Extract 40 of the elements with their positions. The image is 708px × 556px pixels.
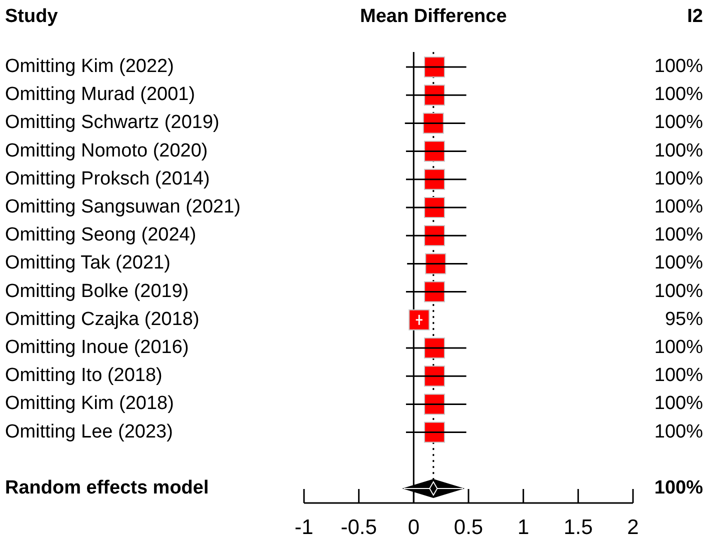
x-axis-title: Mean Difference — [360, 6, 507, 28]
text: 100% — [654, 196, 704, 218]
text: 100% — [654, 280, 704, 302]
text: 100% — [654, 421, 704, 442]
x-tick-label: 2 — [627, 516, 639, 539]
y-tick-label: Omitting Lee (2023) — [5, 421, 173, 442]
y-axis-title: Study — [5, 6, 58, 28]
y-tick-label: Omitting Seong (2024) — [5, 224, 196, 246]
y-tick-label: Omitting Bolke (2019) — [5, 280, 189, 302]
text: 100% — [654, 337, 704, 358]
x-tick-label: 1 — [517, 516, 530, 539]
text: 95% — [664, 308, 704, 330]
text: 100% — [654, 252, 704, 274]
y-tick-label: Omitting Kim (2022) — [5, 56, 174, 78]
text: 100% — [654, 393, 704, 414]
y-tick-label: Omitting Nomoto (2020) — [5, 140, 208, 162]
y-tick-label: Omitting Murad (2001) — [5, 84, 196, 106]
text: 100% — [654, 168, 704, 190]
text: 100% — [654, 365, 704, 386]
x-tick-label: 1.5 — [564, 516, 593, 539]
y-tick-label: Omitting Proksch (2014) — [5, 168, 210, 190]
x-tick-label: -1 — [294, 516, 314, 539]
y-tick-label: Random effects model — [5, 478, 209, 499]
y-tick-label: Omitting Tak (2021) — [5, 252, 170, 274]
y-tick-label: Omitting Kim (2018) — [5, 393, 174, 414]
text: 100% — [654, 112, 704, 134]
y-tick-label: Omitting Inoue (2016) — [5, 337, 189, 358]
x-tick-label: 0.5 — [454, 516, 484, 539]
text: 100% — [654, 56, 704, 78]
y-tick-label: Omitting Czajka (2018) — [5, 308, 200, 330]
y-tick-label: Omitting Sangsuwan (2021) — [5, 196, 241, 218]
text: 100% — [654, 224, 704, 246]
x-tick-label: 0 — [408, 516, 420, 539]
y-tick-label: Omitting Schwartz (2019) — [5, 112, 220, 134]
text: 100% — [654, 478, 704, 499]
x-tick-label: -0.5 — [340, 516, 377, 539]
text: 100% — [654, 140, 704, 162]
text: 100% — [654, 84, 704, 106]
text: I2 — [687, 6, 703, 28]
y-tick-label: Omitting Ito (2018) — [5, 365, 162, 386]
